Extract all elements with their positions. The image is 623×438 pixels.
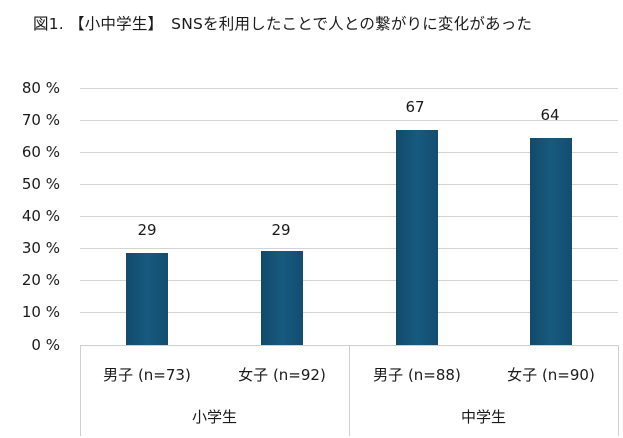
data-label: 64 <box>540 106 560 124</box>
bar-junior-high-girls <box>530 138 572 345</box>
axis-separator <box>618 345 619 436</box>
group-label-junior-high: 中学生 <box>460 408 506 426</box>
y-tick-50: 50 % <box>21 175 60 193</box>
chart-title: 図1. 【小中学生】 SNSを利用したことで人との繋がりに変化があった <box>33 15 533 33</box>
category-label: 男子 (n=88) <box>373 366 461 384</box>
group-label-elementary: 小学生 <box>191 408 237 426</box>
y-tick-80: 80 % <box>21 79 60 97</box>
gridline <box>80 88 618 89</box>
y-tick-30: 30 % <box>21 239 60 257</box>
category-label: 男子 (n=73) <box>103 366 191 384</box>
axis-separator <box>80 345 81 436</box>
y-tick-40: 40 % <box>21 207 60 225</box>
y-tick-70: 70 % <box>21 111 60 129</box>
bar-junior-high-boys <box>396 130 438 345</box>
gridline <box>80 120 618 121</box>
gridline <box>80 248 618 249</box>
y-tick-60: 60 % <box>21 143 60 161</box>
y-tick-10: 10 % <box>21 303 60 321</box>
gridline <box>80 184 618 185</box>
gridline <box>80 280 618 281</box>
data-label: 29 <box>137 221 157 239</box>
gridline <box>80 216 618 217</box>
data-label: 67 <box>405 98 425 116</box>
gridline <box>80 152 618 153</box>
axis-separator <box>349 345 350 436</box>
bar-elementary-boys <box>126 253 168 345</box>
y-tick-20: 20 % <box>21 271 60 289</box>
gridline <box>80 312 618 313</box>
category-label: 女子 (n=90) <box>507 366 595 384</box>
data-label: 29 <box>271 221 291 239</box>
y-tick-0: 0 % <box>31 336 60 354</box>
bar-elementary-girls <box>261 251 303 345</box>
category-label: 女子 (n=92) <box>238 366 326 384</box>
